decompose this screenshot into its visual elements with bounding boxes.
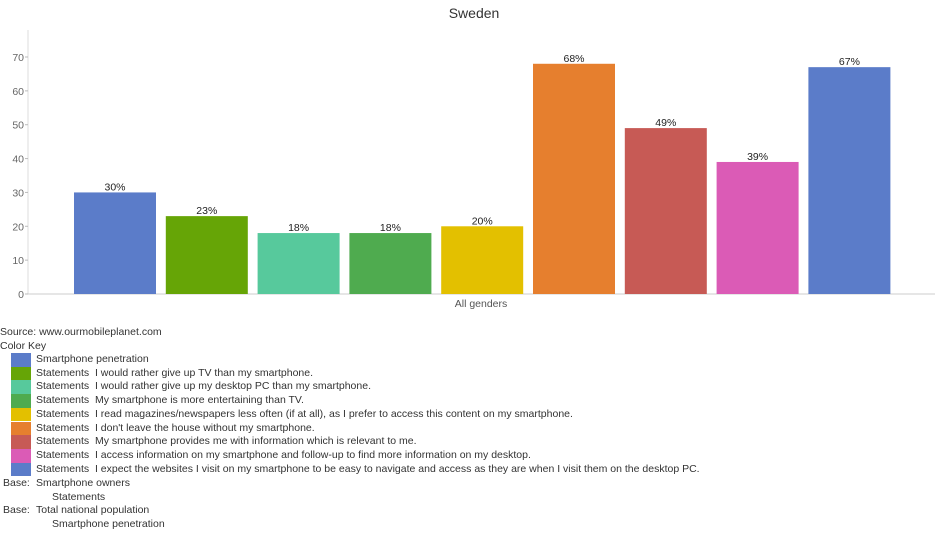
bar (257, 233, 340, 294)
legend-swatch (11, 394, 31, 408)
bar (441, 226, 524, 294)
y-tick-label: 40 (12, 154, 24, 166)
base-label: Base: (3, 504, 30, 516)
base-sub: Smartphone penetration (52, 518, 165, 530)
y-tick-label: 10 (12, 255, 24, 267)
base-value: Total national population (36, 504, 150, 516)
y-tick-label: 50 (12, 120, 24, 132)
legend-swatch (11, 435, 31, 449)
data-label: 39% (747, 151, 768, 163)
legend-label: Statements I read magazines/newspapers l… (36, 407, 573, 420)
legend-label: Smartphone penetration (36, 353, 149, 365)
base-value: Smartphone owners (36, 477, 130, 489)
legend-swatch (11, 380, 31, 395)
data-label: 30% (104, 181, 125, 193)
y-tick-label: 70 (12, 52, 24, 64)
legend-swatch (11, 407, 31, 422)
bar (349, 233, 432, 294)
y-tick-label: 20 (12, 221, 24, 233)
legend-swatch (11, 366, 31, 381)
legend-swatch (11, 421, 31, 436)
y-tick-label: 60 (12, 86, 24, 98)
base-label: Base: (3, 477, 30, 489)
bar-chart: Sweden 0 10 20 30 40 50 60 70 30% 23% 18% 18% 20% 68… (12, 5, 935, 310)
legend-swatch (11, 448, 31, 463)
bar (533, 63, 615, 295)
bar (624, 128, 707, 294)
bar (808, 67, 891, 295)
chart-title: Sweden (449, 5, 500, 21)
data-label: 49% (655, 117, 676, 129)
bar (716, 161, 799, 294)
y-tick-label: 30 (12, 187, 24, 199)
legend-label: Statements I don't leave the house witho… (36, 421, 315, 434)
bar (165, 216, 248, 294)
data-label: 20% (472, 215, 493, 227)
x-category-label: All genders (455, 298, 508, 310)
legend-label: Statements I would rather give up TV tha… (36, 366, 314, 379)
data-label: 67% (839, 56, 860, 68)
legend-swatch (11, 462, 31, 477)
legend-label: Statements I access information on my sm… (36, 448, 531, 461)
source-note: Source: www.ourmobileplanet.com (0, 326, 162, 338)
data-label: 18% (288, 222, 309, 234)
color-key-label: Color Key (0, 340, 47, 352)
legend-swatch (11, 353, 31, 367)
y-tick-label: 0 (18, 289, 24, 301)
base-sub: Statements (52, 491, 106, 503)
legend-label: Statements My smartphone is more enterta… (36, 394, 304, 407)
legend-label: Statements I expect the websites I visit… (36, 462, 700, 475)
data-label: 18% (380, 222, 401, 234)
bar (74, 192, 156, 294)
legend-label: Statements I would rather give up my des… (36, 380, 371, 393)
data-label: 68% (563, 53, 584, 65)
data-label: 23% (196, 205, 217, 217)
legend-label: Statements My smartphone provides me wit… (36, 435, 417, 448)
